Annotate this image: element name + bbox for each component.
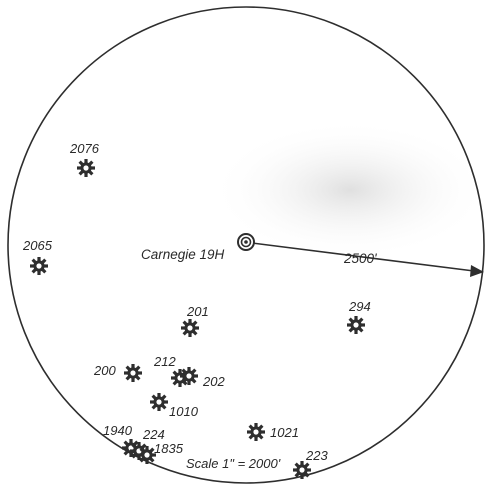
well-224-label: 224 — [142, 427, 165, 442]
well-1010-icon — [150, 393, 168, 411]
radius-circle — [7, 6, 485, 484]
well-223-label: 223 — [305, 448, 328, 463]
scale-label: Scale 1" = 2000' — [186, 456, 281, 471]
well-2065-label: 2065 — [22, 238, 53, 253]
well-201-icon — [181, 319, 199, 337]
center-well-icon — [237, 233, 255, 251]
shaded-area — [210, 120, 490, 260]
well-202-label: 202 — [202, 374, 225, 389]
radius-line — [251, 242, 475, 272]
center-well-label: Carnegie 19H — [141, 247, 225, 262]
well-2076-icon — [77, 159, 95, 177]
well-294-label: 294 — [348, 299, 371, 314]
well-1021-icon — [247, 423, 265, 441]
well-212-label: 212 — [153, 354, 176, 369]
well-200-icon — [124, 364, 142, 382]
well-1835-label: 1835 — [154, 441, 184, 456]
well-202-icon — [180, 367, 198, 385]
well-2076-label: 2076 — [69, 141, 100, 156]
well-223-icon — [293, 461, 311, 479]
well-1021-label: 1021 — [270, 425, 299, 440]
well-201-label: 201 — [186, 304, 209, 319]
well-1010-label: 1010 — [169, 404, 199, 419]
well-1940-label: 1940 — [103, 423, 133, 438]
well-2065-icon — [30, 257, 48, 275]
well-200-label: 200 — [93, 363, 116, 378]
radius-arrowhead — [470, 265, 484, 277]
well-294-icon — [347, 316, 365, 334]
radius-label: 2500' — [343, 251, 377, 266]
